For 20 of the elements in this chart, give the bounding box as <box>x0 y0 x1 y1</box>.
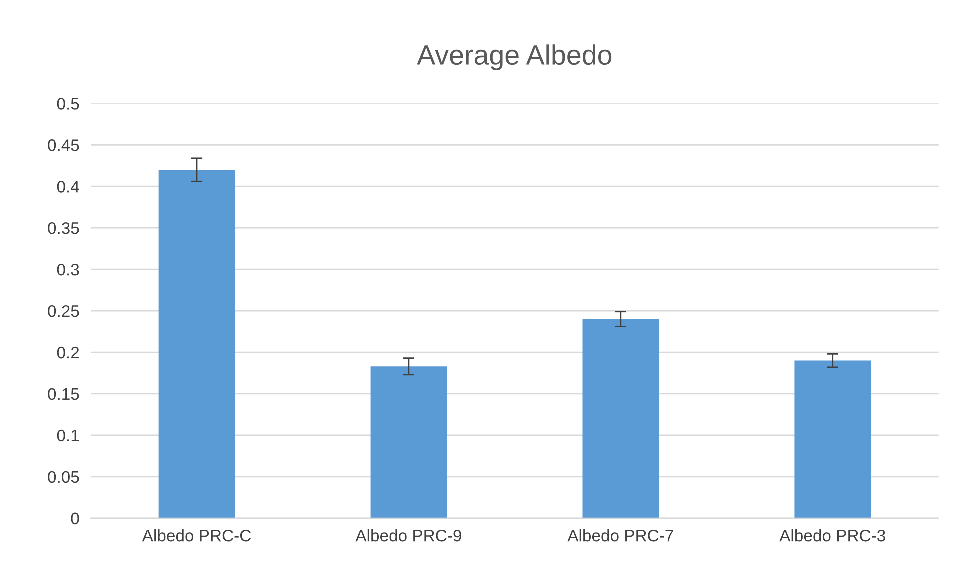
bar <box>582 319 660 518</box>
y-tick-label: 0.3 <box>57 264 80 276</box>
y-tick-label: 0.5 <box>57 98 80 110</box>
x-tick-label: Albedo PRC-9 <box>356 530 462 542</box>
chart-title: Average Albedo <box>417 44 612 71</box>
y-tick-label: 0.45 <box>48 140 80 152</box>
y-tick-label: 0.1 <box>57 430 80 442</box>
x-tick-label: Albedo PRC-3 <box>780 530 886 542</box>
y-tick-label: 0.15 <box>48 388 80 400</box>
bar <box>794 360 872 518</box>
y-tick-label: 0.05 <box>48 471 80 484</box>
x-tick-label: Albedo PRC-7 <box>568 530 674 542</box>
bar <box>370 366 448 518</box>
y-tick-label: 0.35 <box>48 222 80 234</box>
y-tick-label: 0.2 <box>57 346 80 359</box>
y-tick-label: 0.4 <box>57 181 80 193</box>
y-tick-label: 0 <box>71 512 80 525</box>
y-tick-label: 0.25 <box>48 305 80 318</box>
bar <box>158 170 236 518</box>
x-tick-label: Albedo PRC-C <box>142 530 252 542</box>
